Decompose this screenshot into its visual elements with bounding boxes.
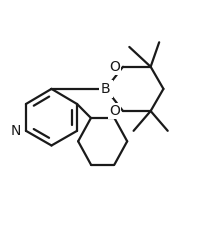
Text: O: O [109,60,120,74]
Text: O: O [109,104,120,118]
Text: B: B [101,82,111,96]
Text: N: N [11,124,21,138]
